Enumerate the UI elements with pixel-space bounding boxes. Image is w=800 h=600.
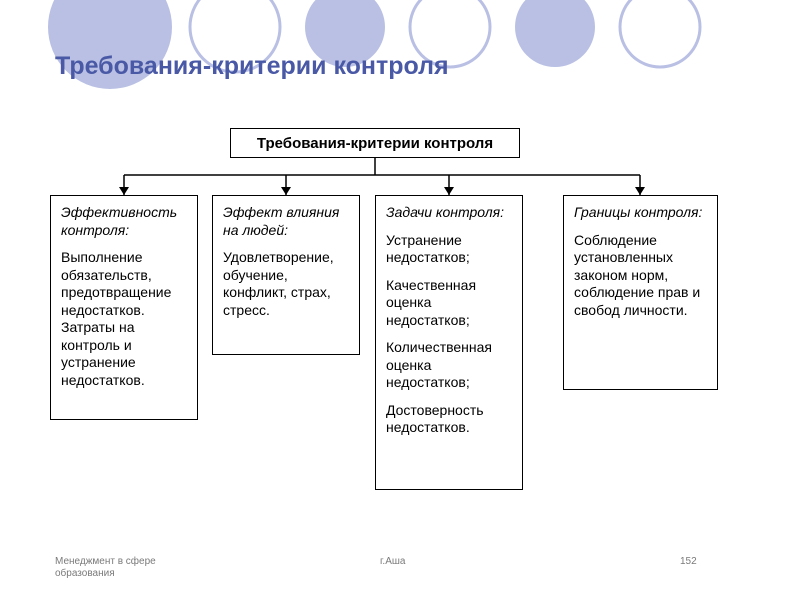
diagram-child-heading: Границы контроля: [574, 204, 707, 222]
diagram-root-label: Требования-критерии контроля [257, 135, 493, 152]
diagram-child-heading: Эффект влияния на людей: [223, 204, 349, 239]
diagram-child: Границы контроля: Соблюдение установленны… [563, 195, 718, 390]
footer-page-number: 152 [680, 556, 697, 567]
diagram-root: Требования-критерии контроля [230, 128, 520, 158]
page-title: Требования-критерии контроля [55, 52, 449, 81]
footer-left: Менеджмент в сфере образования [55, 556, 156, 580]
diagram-child-body: Устранение недостатков;Качественная оцен… [386, 232, 512, 437]
diagram-child: Эффект влияния на людей: Удовлетворение, … [212, 195, 360, 355]
diagram-child-body: Удовлетворение, обучение, конфликт, стра… [223, 249, 349, 319]
diagram-child-body: Выполнение обязательств, предотвращение … [61, 249, 187, 389]
diagram-child-body: Соблюдение установленных законом норм, с… [574, 232, 707, 320]
diagram-child-heading: Задачи контроля: [386, 204, 512, 222]
diagram-child-heading: Эффективность контроля: [61, 204, 187, 239]
footer-center: г.Аша [380, 556, 405, 567]
diagram-child: Эффективность контроля: Выполнение обязат… [50, 195, 198, 420]
diagram-child: Задачи контроля: Устранение недостатков;К… [375, 195, 523, 490]
